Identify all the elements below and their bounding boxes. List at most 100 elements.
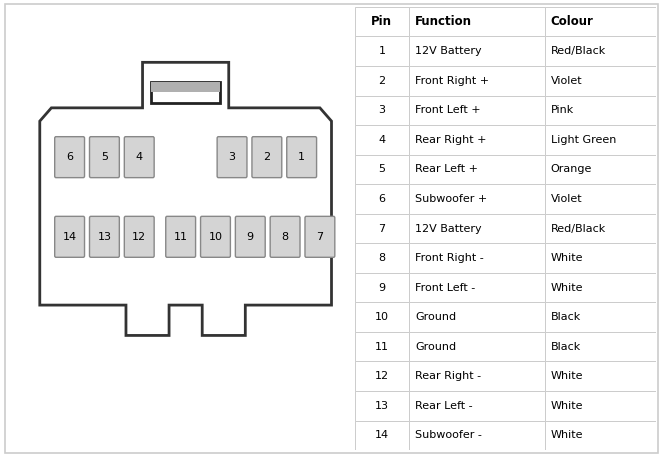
Bar (409, 125, 545, 154)
FancyBboxPatch shape (55, 216, 85, 257)
Text: 14: 14 (62, 232, 77, 242)
Bar (409, 66, 545, 96)
Text: Front Right +: Front Right + (415, 76, 489, 86)
FancyBboxPatch shape (201, 216, 231, 257)
Bar (545, 66, 656, 96)
FancyBboxPatch shape (166, 216, 196, 257)
Text: 3: 3 (379, 105, 385, 115)
Text: White: White (551, 430, 583, 441)
Text: Subwoofer -: Subwoofer - (415, 430, 482, 441)
Text: White: White (551, 401, 583, 411)
Bar (151, 82, 221, 103)
Text: 6: 6 (379, 194, 385, 204)
Bar (355, 7, 409, 37)
Text: White: White (551, 282, 583, 292)
Text: White: White (551, 371, 583, 381)
Text: 13: 13 (97, 232, 111, 242)
Text: White: White (551, 253, 583, 263)
Bar (409, 332, 545, 361)
Bar (409, 214, 545, 243)
Bar (355, 361, 409, 391)
Bar (409, 303, 545, 332)
Text: Front Left -: Front Left - (415, 282, 475, 292)
FancyBboxPatch shape (55, 137, 85, 178)
Bar (545, 303, 656, 332)
Text: 6: 6 (66, 152, 73, 162)
Text: 4: 4 (136, 152, 143, 162)
FancyBboxPatch shape (217, 137, 247, 178)
Bar (355, 154, 409, 184)
Text: 5: 5 (101, 152, 108, 162)
Text: 5: 5 (379, 165, 385, 175)
Bar (545, 332, 656, 361)
Bar (545, 96, 656, 125)
Text: 7: 7 (379, 223, 385, 234)
Bar (355, 66, 409, 96)
Bar (409, 96, 545, 125)
Bar (409, 37, 545, 66)
Text: Rear Right -: Rear Right - (415, 371, 481, 381)
Text: 14: 14 (375, 430, 389, 441)
Text: Subwoofer +: Subwoofer + (415, 194, 487, 204)
Bar (545, 391, 656, 420)
Text: Black: Black (551, 312, 581, 322)
Bar (545, 361, 656, 391)
Text: Colour: Colour (551, 15, 593, 28)
Bar (355, 96, 409, 125)
Text: Rear Right +: Rear Right + (415, 135, 487, 145)
Text: 1: 1 (298, 152, 305, 162)
Text: Black: Black (551, 342, 581, 352)
Text: Rear Left -: Rear Left - (415, 401, 473, 411)
Text: Violet: Violet (551, 76, 582, 86)
Bar (409, 391, 545, 420)
Bar (409, 273, 545, 303)
FancyBboxPatch shape (271, 216, 300, 257)
Bar (409, 7, 545, 37)
Text: Rear Left +: Rear Left + (415, 165, 478, 175)
Text: 3: 3 (229, 152, 235, 162)
Bar (355, 184, 409, 214)
Bar (409, 243, 545, 273)
Text: 12: 12 (375, 371, 389, 381)
FancyBboxPatch shape (252, 137, 282, 178)
Text: 1: 1 (379, 46, 385, 56)
FancyBboxPatch shape (305, 216, 335, 257)
Text: Red/Black: Red/Black (551, 46, 606, 56)
Text: 4: 4 (379, 135, 385, 145)
Bar (545, 214, 656, 243)
Text: Light Green: Light Green (551, 135, 616, 145)
Text: 2: 2 (379, 76, 385, 86)
Bar (355, 332, 409, 361)
Text: Red/Black: Red/Black (551, 223, 606, 234)
Bar (545, 154, 656, 184)
Text: Pin: Pin (371, 15, 392, 28)
Text: Front Left +: Front Left + (415, 105, 481, 115)
Text: Function: Function (415, 15, 472, 28)
Text: Ground: Ground (415, 312, 456, 322)
Text: 7: 7 (316, 232, 324, 242)
Bar (545, 420, 656, 450)
Text: Ground: Ground (415, 342, 456, 352)
FancyBboxPatch shape (90, 137, 119, 178)
Bar (409, 361, 545, 391)
FancyBboxPatch shape (125, 137, 154, 178)
FancyBboxPatch shape (125, 216, 154, 257)
FancyBboxPatch shape (90, 216, 119, 257)
Bar (355, 391, 409, 420)
Text: Orange: Orange (551, 165, 592, 175)
Text: 8: 8 (379, 253, 385, 263)
Text: Pink: Pink (551, 105, 574, 115)
Bar (545, 37, 656, 66)
Bar (545, 7, 656, 37)
FancyBboxPatch shape (287, 137, 317, 178)
FancyBboxPatch shape (235, 216, 265, 257)
Bar (545, 184, 656, 214)
Bar (409, 154, 545, 184)
Text: 11: 11 (174, 232, 188, 242)
Bar (355, 243, 409, 273)
Bar (355, 37, 409, 66)
Text: 12: 12 (132, 232, 147, 242)
Text: 13: 13 (375, 401, 389, 411)
Bar (409, 420, 545, 450)
Text: Front Right -: Front Right - (415, 253, 484, 263)
